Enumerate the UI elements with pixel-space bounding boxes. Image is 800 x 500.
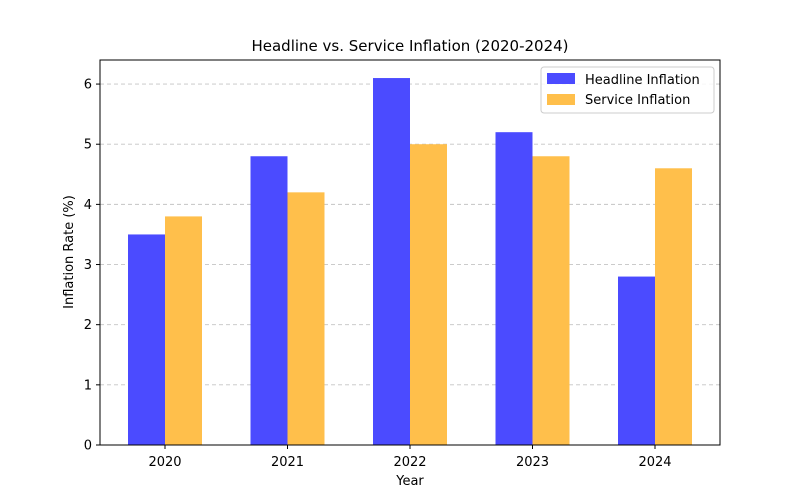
x-tick-label: 2021: [271, 455, 304, 470]
bar-headline-2020: [128, 234, 165, 445]
bar-service-2023: [532, 156, 570, 445]
legend-box: [540, 66, 715, 114]
chart-title: Headline vs. Service Inflation (2020-202…: [251, 37, 568, 55]
y-tick-label: 3: [84, 258, 92, 273]
legend-label-service: Service Inflation: [585, 93, 690, 108]
y-axis-label: Inflation Rate (%): [62, 195, 77, 309]
legend-swatch-service: [547, 94, 575, 105]
bar-service-2020: [165, 216, 202, 445]
bar-service-2022: [410, 144, 447, 445]
bar-headline-2022: [373, 78, 410, 445]
bar-headline-2023: [495, 132, 533, 445]
y-axis-ticks: 0 1 2 3 4 5 6: [84, 78, 100, 454]
legend: Headline Inflation Service Inflation: [540, 66, 715, 114]
y-tick-label: 2: [84, 318, 92, 333]
y-tick-label: 4: [84, 198, 92, 213]
bar-headline-2021: [250, 156, 288, 445]
bar-service-2021: [287, 192, 325, 445]
x-axis-label: Year: [395, 474, 424, 489]
x-tick-label: 2024: [638, 455, 671, 470]
x-tick-label: 2020: [148, 455, 181, 470]
y-tick-label: 1: [84, 378, 92, 393]
bars: [128, 78, 692, 445]
y-tick-label: 5: [84, 138, 92, 153]
bar-service-2024: [655, 168, 692, 445]
legend-swatch-headline: [547, 73, 575, 84]
y-tick-label: 0: [84, 439, 92, 454]
y-tick-label: 6: [84, 78, 92, 93]
bar-headline-2024: [618, 276, 655, 445]
x-tick-label: 2023: [516, 455, 549, 470]
x-axis-ticks: 2020 2021 2022 2023 2024: [148, 445, 672, 470]
x-tick-label: 2022: [393, 455, 426, 470]
legend-label-headline: Headline Inflation: [585, 73, 700, 88]
